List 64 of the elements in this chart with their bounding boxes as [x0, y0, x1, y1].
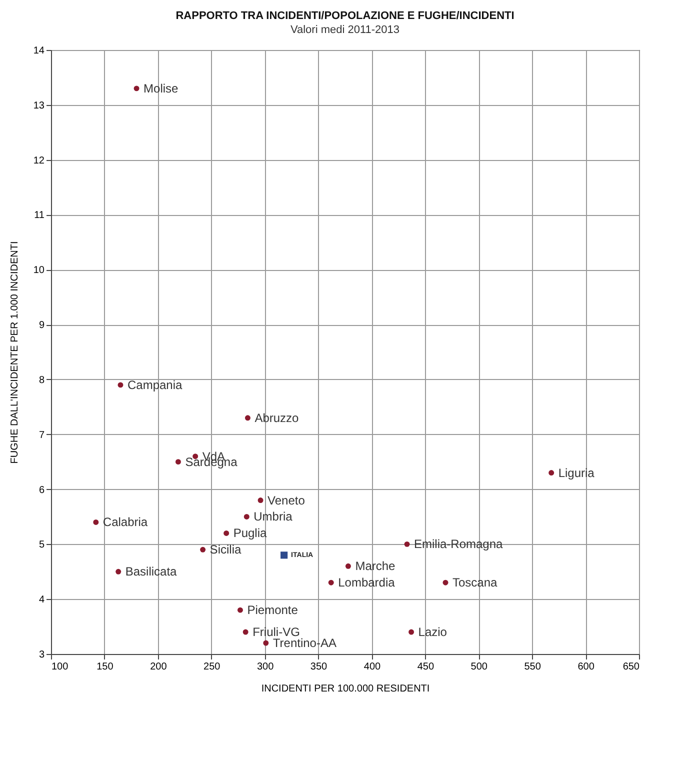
- annotation: Lazio: [418, 625, 448, 640]
- annotation: Liguria: [558, 466, 595, 480]
- y-tick-label: 9: [38, 320, 45, 332]
- point: [242, 629, 248, 635]
- point: [118, 382, 124, 388]
- annotation: Piemonte: [247, 603, 298, 618]
- annotation: Veneto: [268, 493, 306, 508]
- y-tick-label: 5: [38, 540, 45, 551]
- y-tick-label: 14: [33, 46, 45, 56]
- x-tick-label: 650: [622, 662, 640, 672]
- chart-subtitle: Valori medi 2011-2013: [290, 24, 400, 36]
- point: [175, 459, 181, 465]
- point: [442, 580, 448, 586]
- x-tick-label: 250: [204, 662, 221, 672]
- point: [244, 415, 250, 421]
- annotation: Basilicata: [125, 564, 178, 579]
- y-tick-label: 6: [38, 484, 45, 496]
- point: [116, 568, 122, 574]
- point: [200, 546, 206, 552]
- y-tick-label: 3: [38, 650, 45, 660]
- point: [408, 629, 414, 635]
- point: [280, 552, 288, 559]
- x-tick-label: 350: [310, 662, 328, 672]
- point: [328, 580, 334, 586]
- annotation: Campania: [127, 378, 183, 392]
- point: [345, 563, 351, 569]
- y-tick-label: 10: [33, 265, 45, 276]
- annotation: Marche: [355, 559, 396, 574]
- point: [548, 470, 554, 476]
- x-axis-title: INCIDENTI PER 100.000 RESIDENTI: [261, 684, 430, 694]
- point: [224, 530, 230, 536]
- point: [263, 640, 269, 646]
- x-tick-label: 500: [470, 662, 488, 672]
- point: [93, 519, 99, 525]
- annotation: Puglia: [233, 526, 268, 540]
- y-tick-label: 13: [33, 100, 45, 112]
- y-tick-label: 7: [38, 430, 45, 441]
- x-tick-label: 300: [256, 662, 274, 672]
- y-tick-label: 8: [38, 374, 45, 386]
- x-tick-label: 200: [150, 662, 168, 672]
- annotation: Molise: [144, 81, 179, 96]
- annotation: Abruzzo: [254, 410, 300, 425]
- point: [134, 86, 140, 92]
- chart-title: RAPPORTO TRA INCIDENTI/POPOLAZIONE E FUGHE/INCIDENTI: [176, 10, 514, 22]
- point: [244, 514, 250, 520]
- x-tick-label: 600: [578, 662, 595, 672]
- y-axis-title: FUGHE DALL'INCIDENTE PER 1.000 INCIDENTI: [9, 241, 20, 464]
- y-tick-label: 11: [34, 210, 45, 222]
- point: [237, 607, 243, 613]
- annotation: Toscana: [452, 576, 498, 590]
- annotation: Umbria: [254, 510, 293, 524]
- y-tick-label: 12: [33, 155, 45, 166]
- y-tick-label: 4: [38, 594, 45, 606]
- point: [258, 498, 264, 503]
- x-tick-label: 100: [52, 662, 69, 672]
- x-tick-label: 400: [364, 662, 382, 672]
- annotation: Emilia-Romagna: [414, 537, 504, 552]
- annotation: Lombardia: [338, 576, 396, 590]
- x-tick-label: 550: [524, 662, 542, 672]
- x-tick-label: 150: [96, 662, 114, 672]
- annotation: Sicilia: [210, 542, 242, 557]
- annotation: Calabria: [102, 515, 148, 530]
- x-tick-label: 450: [417, 662, 434, 672]
- point: [404, 541, 410, 547]
